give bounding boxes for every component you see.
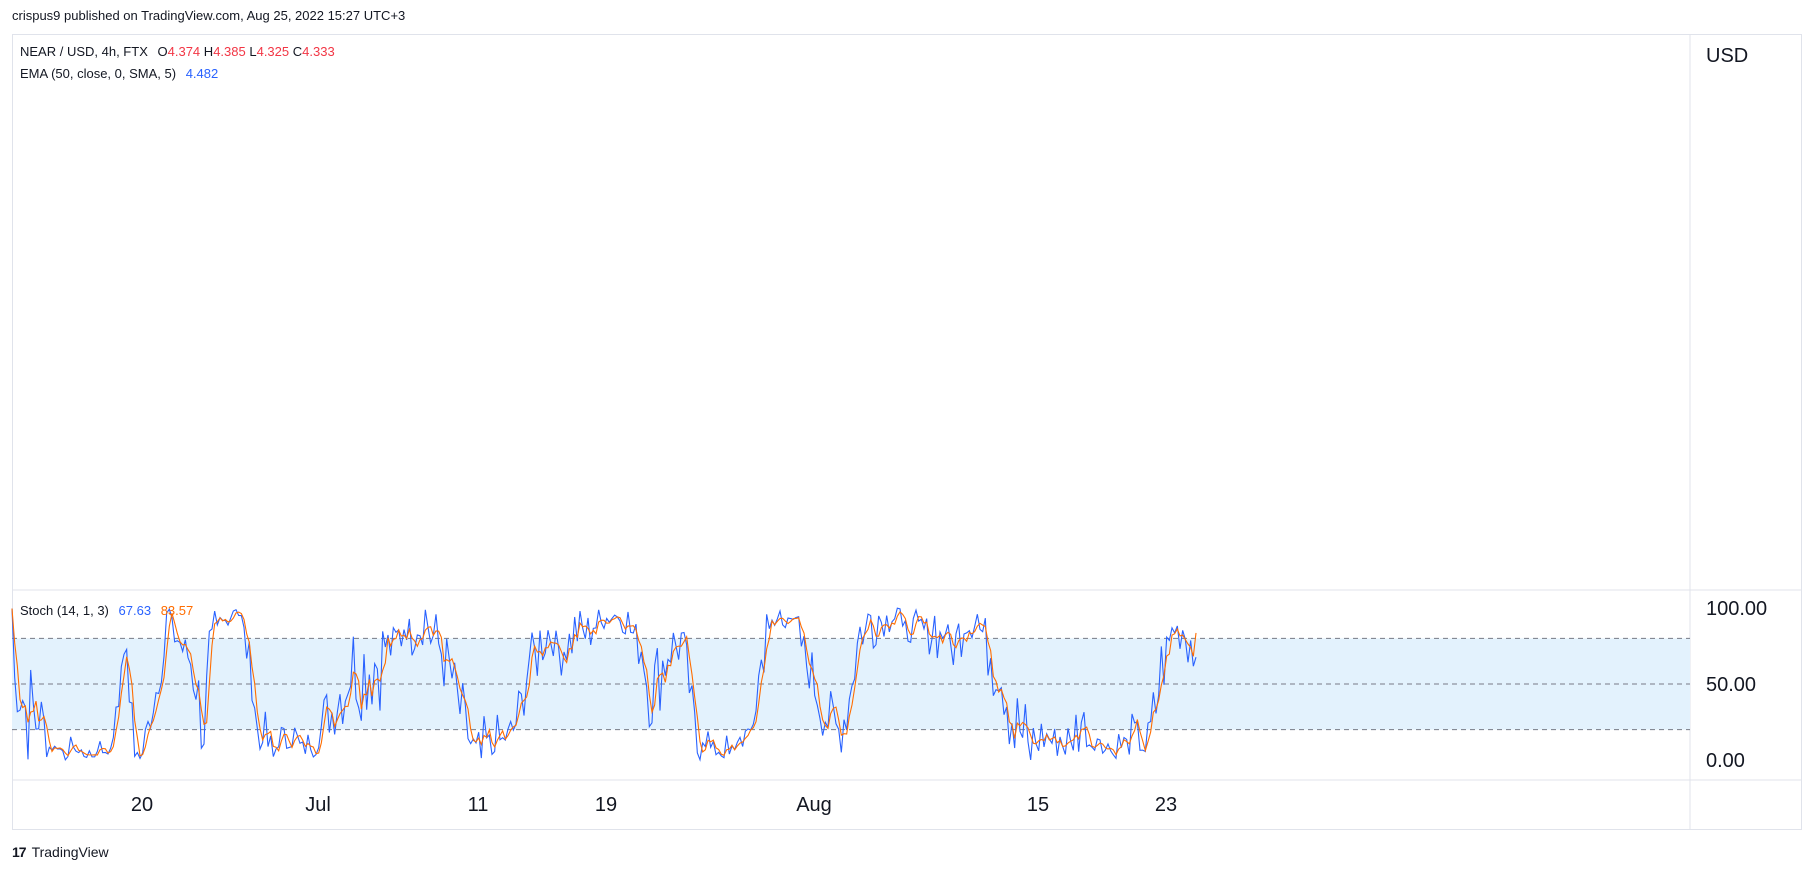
close-label: C: [292, 44, 303, 59]
time-tick-label: 23: [1155, 794, 1177, 816]
time-tick-label: Aug: [796, 794, 832, 816]
stoch-k-value: 67.63: [118, 603, 152, 618]
high-value: 4.385: [213, 44, 246, 59]
publisher-line: crispus9 published on TradingView.com, A…: [12, 8, 406, 23]
close-value: 4.333: [302, 44, 335, 59]
stoch-label[interactable]: Stoch (14, 1, 3): [20, 603, 109, 618]
ema-value: 4.482: [185, 66, 219, 81]
symbol-label[interactable]: NEAR / USD, 4h, FTX: [20, 44, 148, 59]
tradingview-logo-icon: 17: [12, 844, 27, 860]
time-tick-label: Jul: [305, 794, 331, 816]
ema-legend: EMA (50, close, 0, SMA, 5) 4.482: [20, 66, 218, 81]
stoch-tick-label: 100.00: [1706, 598, 1767, 620]
low-label: L: [249, 44, 257, 59]
stoch-legend: Stoch (14, 1, 3) 67.63 83.57: [20, 603, 193, 618]
price-axis-unit: USD: [1706, 45, 1748, 67]
chart-frame: [12, 34, 1802, 830]
stoch-tick-label: 0.00: [1706, 750, 1745, 772]
time-tick-label: 19: [595, 794, 617, 816]
stoch-tick-label: 50.00: [1706, 674, 1756, 696]
low-value: 4.325: [256, 44, 290, 59]
open-label: O: [157, 44, 168, 59]
high-label: H: [203, 44, 214, 59]
ema-label[interactable]: EMA (50, close, 0, SMA, 5): [20, 66, 177, 81]
time-tick-label: 11: [468, 794, 489, 816]
footer-brand[interactable]: TradingView: [31, 844, 109, 860]
footer: 17 TradingView: [12, 844, 109, 860]
time-tick-label: 15: [1027, 794, 1049, 816]
open-value: 4.374: [167, 44, 201, 59]
time-tick-label: 20: [131, 794, 153, 816]
price-legend: NEAR / USD, 4h, FTX O4.374 H4.385 L4.325…: [20, 44, 335, 59]
stoch-d-value: 83.57: [160, 603, 194, 618]
stoch-d-line: [11, 608, 1197, 757]
